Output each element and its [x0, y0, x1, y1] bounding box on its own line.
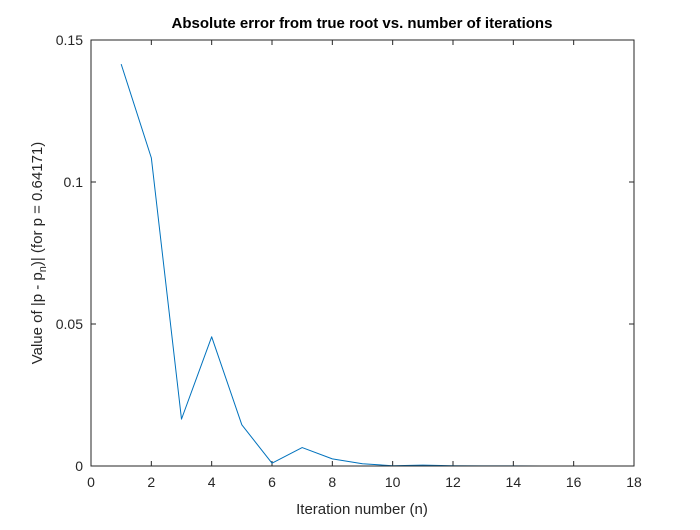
y-axis-label-suffix: )| (for p = 0.64171): [29, 142, 46, 266]
x-tick-label: 18: [626, 474, 642, 490]
x-tick-label: 12: [445, 474, 461, 490]
y-axis-ticks: 0 0.05 0.1 0.15: [56, 32, 634, 474]
x-tick-label: 16: [566, 474, 582, 490]
x-tick-label: 4: [208, 474, 216, 490]
x-tick-label: 2: [147, 474, 155, 490]
y-tick-label: 0.1: [64, 174, 84, 190]
plot-box: [90, 39, 635, 467]
y-axis-label-prefix: Value of |p - p: [29, 272, 46, 364]
y-tick-label: 0: [75, 458, 83, 474]
y-tick-label: 0.05: [56, 316, 83, 332]
x-tick-label: 6: [268, 474, 276, 490]
x-axis-label: Iteration number (n): [296, 501, 428, 518]
x-tick-label: 14: [506, 474, 522, 490]
x-tick-label: 8: [328, 474, 336, 490]
y-axis-label: Value of |p - pn)| (for p = 0.64171): [29, 142, 49, 365]
x-tick-label: 0: [87, 474, 95, 490]
x-axis-ticks: 0 2 4 6 8 10 12 14 16 18: [87, 40, 642, 490]
y-axis-label-subscript: n: [37, 266, 49, 272]
chart-title: Absolute error from true root vs. number…: [172, 15, 553, 32]
x-tick-label: 10: [385, 474, 401, 490]
y-tick-label: 0.15: [56, 32, 83, 48]
plot-area: [91, 40, 634, 466]
